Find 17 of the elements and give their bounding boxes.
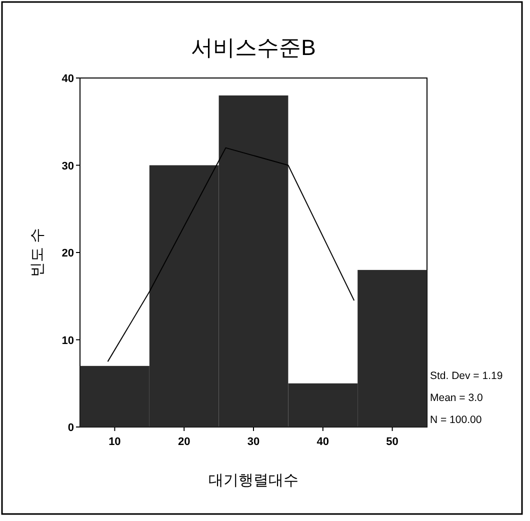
x-tick-label: 50 xyxy=(386,436,398,448)
y-axis-title: 빈도 수 xyxy=(29,228,46,278)
x-tick-label: 20 xyxy=(178,436,190,448)
y-tick-label: 20 xyxy=(62,248,74,260)
y-tick-label: 10 xyxy=(62,334,74,347)
x-tick-label: 40 xyxy=(316,436,330,448)
y-tick-label: 0 xyxy=(68,422,74,434)
chart-title: 서비스수준B xyxy=(191,35,316,60)
line-series xyxy=(107,147,355,362)
x-tick-label: 10 xyxy=(108,436,121,448)
text: N = 100.00 xyxy=(430,414,482,426)
text: Std. Dev = 1.19 xyxy=(430,370,503,382)
x-axis-title: 대기행렬대수 xyxy=(208,472,298,489)
text: Mean = 3.0 xyxy=(430,392,483,404)
y-tick-label: 40 xyxy=(62,73,74,85)
x-tick-label: 30 xyxy=(247,436,260,448)
y-tick-label: 30 xyxy=(62,160,74,172)
